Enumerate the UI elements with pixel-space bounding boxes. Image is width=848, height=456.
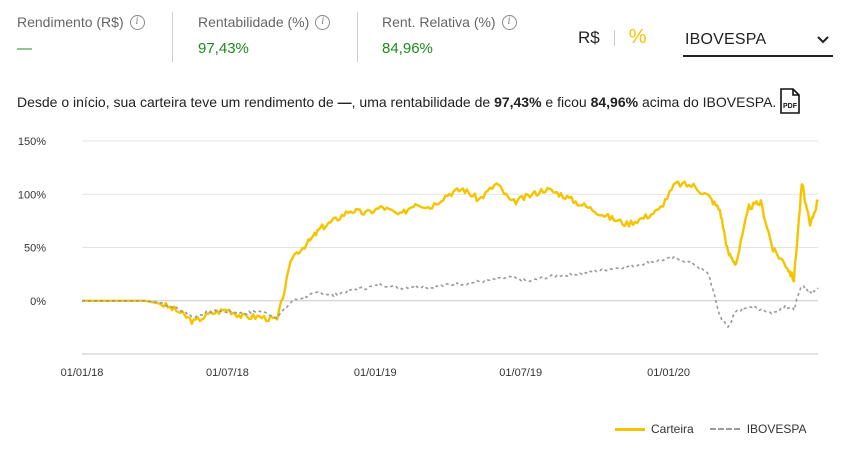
metric-value: 97,43% bbox=[198, 40, 249, 57]
x-tick-label: 01/01/19 bbox=[354, 367, 397, 379]
chevron-down-icon bbox=[817, 35, 829, 43]
info-icon[interactable]: i bbox=[129, 14, 145, 30]
series-line-carteira bbox=[82, 180, 819, 326]
summary-relativa: 84,96% bbox=[590, 94, 639, 110]
divider bbox=[357, 12, 358, 62]
y-tick-label: 100% bbox=[18, 189, 46, 201]
metrics-bar: Rendimento (R$) i — Rentabilidade (%) i … bbox=[0, 0, 848, 76]
benchmark-select[interactable]: IBOVESPA bbox=[683, 24, 833, 57]
unit-toggle: R$ % bbox=[578, 26, 647, 49]
legend-label: IBOVESPA bbox=[746, 422, 807, 436]
metric-rent-relativa: Rent. Relativa (%) i 84,96% bbox=[382, 14, 517, 57]
legend-label: Carteira bbox=[651, 422, 694, 436]
metric-label-text: Rentabilidade (%) bbox=[198, 14, 310, 30]
summary-mid1: , uma rentabilidade de bbox=[351, 94, 495, 110]
metric-label-text: Rendimento (R$) bbox=[17, 14, 124, 30]
metric-label: Rentabilidade (%) i bbox=[198, 14, 331, 30]
benchmark-select-value: IBOVESPA bbox=[685, 30, 767, 48]
summary-suffix: acima do IBOVESPA. bbox=[638, 94, 777, 110]
info-icon[interactable]: i bbox=[315, 14, 331, 30]
performance-chart: 150% 100% 50% 0% 01/01/18 01/07/18 01/01/19 01/… bbox=[18, 136, 819, 379]
pdf-icon: PDF bbox=[780, 88, 800, 114]
metric-label: Rent. Relativa (%) i bbox=[382, 14, 517, 30]
y-tick-label: 150% bbox=[18, 136, 46, 148]
metric-label: Rendimento (R$) i bbox=[17, 14, 145, 30]
pdf-icon-text: PDF bbox=[783, 103, 798, 110]
metric-value: 84,96% bbox=[382, 40, 433, 57]
metric-label-text: Rent. Relativa (%) bbox=[382, 14, 496, 30]
chart-legend: Carteira IBOVESPA bbox=[615, 422, 823, 436]
metric-rendimento: Rendimento (R$) i — bbox=[17, 14, 145, 57]
legend-swatch-carteira bbox=[615, 427, 645, 431]
series-line-ibovespa bbox=[82, 256, 819, 328]
summary-rentabilidade: 97,43% bbox=[494, 94, 542, 110]
legend-item-ibovespa[interactable]: IBOVESPA bbox=[709, 422, 807, 436]
summary-text: Desde o início, sua carteira teve um ren… bbox=[17, 94, 776, 110]
x-tick-label: 01/01/18 bbox=[61, 367, 104, 379]
metric-value: — bbox=[17, 40, 32, 57]
metric-rentabilidade: Rentabilidade (%) i 97,43% bbox=[198, 14, 331, 57]
legend-swatch-ibovespa bbox=[709, 428, 740, 430]
y-tick-label: 0% bbox=[30, 296, 46, 308]
info-icon[interactable]: i bbox=[501, 14, 517, 30]
x-tick-label: 01/01/20 bbox=[647, 367, 690, 379]
legend-item-carteira[interactable]: Carteira bbox=[615, 422, 694, 436]
x-tick-label: 01/07/19 bbox=[499, 367, 542, 379]
pdf-download-button[interactable]: PDF bbox=[778, 88, 802, 114]
percent-toggle-button[interactable]: % bbox=[628, 26, 647, 48]
divider bbox=[172, 12, 173, 62]
x-tick-label: 01/07/18 bbox=[206, 367, 249, 379]
summary-prefix: Desde o início, sua carteira teve um ren… bbox=[17, 94, 338, 110]
y-tick-label: 50% bbox=[24, 243, 46, 255]
summary-rendimento: — bbox=[337, 94, 352, 110]
currency-toggle-button[interactable]: R$ bbox=[578, 27, 600, 47]
summary-mid2: e ficou bbox=[541, 94, 591, 110]
toggle-divider bbox=[613, 29, 615, 46]
